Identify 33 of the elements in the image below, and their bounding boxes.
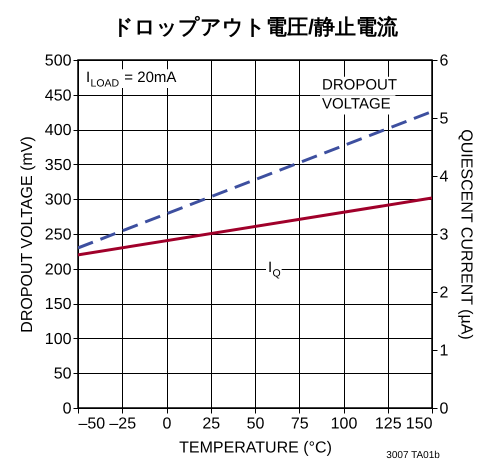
y-tick-label: 300 <box>44 192 72 209</box>
y-tick-label: 50 <box>54 366 72 383</box>
series-label: DROPOUT VOLTAGE <box>322 76 397 113</box>
y-tick-label: 350 <box>44 156 72 174</box>
y-tick-label: 500 <box>44 52 72 70</box>
y-tick-label: 150 <box>44 296 72 314</box>
text: 3007 TA01b <box>386 450 440 461</box>
y2-tick-label: 3 <box>440 226 448 244</box>
x-tick-label: 125 <box>374 416 402 432</box>
x-tick-label: 0 <box>162 416 172 432</box>
y-tick-label: 0 <box>62 400 72 418</box>
y2-tick-label: 0 <box>440 400 448 418</box>
y-tick-label: 200 <box>44 261 72 278</box>
y-axis-title: DROPOUT VOLTAGE (mV) <box>18 136 36 333</box>
x-tick-label: –50 <box>78 416 106 432</box>
x-axis-title: TEMPERATURE (°C) <box>179 440 332 456</box>
y2-tick-label: 2 <box>440 284 448 302</box>
x-tick-label: 150 <box>406 416 433 432</box>
x-tick-label: –25 <box>109 416 136 432</box>
y2-tick-label: 5 <box>440 110 448 128</box>
y2-tick-label: 1 <box>440 342 448 360</box>
x-tick-label: 75 <box>290 416 309 432</box>
x-tick-label: 100 <box>330 416 358 432</box>
x-tick-label: 50 <box>246 416 264 432</box>
y2-axis-title: QUIESCENT CURRENT (µA) <box>457 129 474 340</box>
y-tick-label: 250 <box>44 226 72 244</box>
y2-tick-label: 6 <box>440 52 448 70</box>
y-tick-label: 100 <box>44 330 72 348</box>
y2-tick-label: 4 <box>440 168 448 186</box>
y-tick-label: 450 <box>44 87 72 104</box>
chart-title: ドロップアウト電圧/静止電流 <box>112 15 399 39</box>
x-tick-label: 25 <box>202 416 220 432</box>
y-tick-label: 400 <box>44 122 72 140</box>
